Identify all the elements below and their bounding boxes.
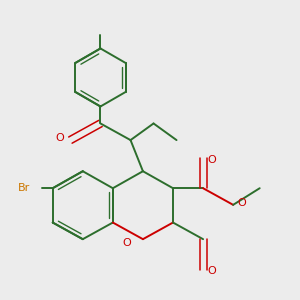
Text: Br: Br <box>18 183 31 193</box>
Text: O: O <box>208 266 216 276</box>
Text: O: O <box>238 198 246 208</box>
Text: O: O <box>123 238 131 248</box>
Text: O: O <box>208 154 216 165</box>
Text: O: O <box>56 133 64 143</box>
